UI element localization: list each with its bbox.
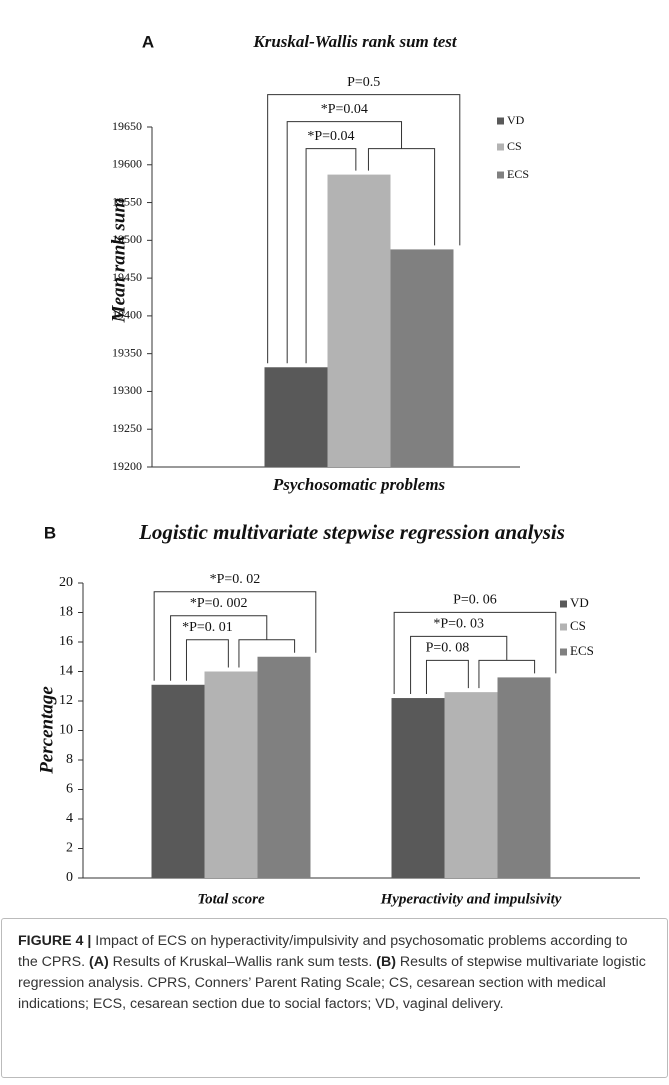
y-tick-label: 8: [66, 752, 73, 767]
annotation: P=0.5: [347, 75, 380, 90]
x-tick-label: Psychosomatic problems: [272, 475, 446, 494]
y-tick-label: 19650: [112, 119, 142, 133]
bracket: [267, 94, 461, 364]
annotation: *P=0. 03: [433, 617, 484, 632]
caption-text: FIGURE 4 |: [18, 933, 92, 949]
y-tick-label: 19550: [112, 194, 142, 208]
legend-label: VD: [507, 113, 525, 127]
y-axis-label: Percentage: [36, 686, 57, 775]
bar: [257, 656, 311, 878]
y-tick-label: 4: [66, 811, 73, 826]
caption-text: Impact of ECS on hyperactivity/impulsivi…: [18, 933, 628, 970]
legend-swatch: [560, 600, 567, 608]
caption-text: (B): [376, 954, 396, 970]
y-tick-label: 19600: [112, 157, 142, 171]
bracket: [286, 121, 403, 364]
legend-label: CS: [570, 618, 586, 633]
y-tick-label: 14: [59, 664, 73, 679]
legend-label: VD: [570, 595, 589, 610]
y-tick-label: 20: [59, 575, 73, 590]
legend-label: ECS: [570, 643, 594, 658]
bracket: [185, 639, 229, 681]
annotation: *P=0. 002: [190, 596, 248, 611]
annotation: *P=0. 01: [182, 620, 233, 635]
caption: FIGURE 4 | Impact of ECS on hyperactivit…: [1, 918, 668, 1078]
y-tick-label: 19300: [112, 383, 142, 397]
bracket: [305, 148, 357, 364]
y-tick-label: 0: [66, 870, 73, 885]
annotation: *P=0.04: [307, 129, 354, 144]
bar: [264, 367, 328, 467]
bracket: [153, 591, 317, 681]
bar: [151, 684, 205, 878]
caption-text: Results of Kruskal–Wallis rank sum tests…: [108, 954, 377, 970]
x-tick-label: Hyperactivity and impulsivity: [380, 891, 562, 907]
y-tick-label: 12: [59, 693, 73, 708]
caption-text: (A): [88, 954, 109, 970]
legend-label: CS: [507, 139, 522, 153]
chart-title: Logistic multivariate stepwise regressio…: [138, 520, 565, 544]
panel-label: B: [44, 523, 56, 542]
annotation: P=0. 08: [426, 641, 470, 656]
caption-text: Results of stepwise multivariate logisti…: [18, 954, 646, 1012]
y-tick-label: 19500: [112, 232, 142, 246]
y-tick-label: 2: [66, 841, 73, 856]
legend-swatch: [497, 171, 504, 179]
y-tick-label: 16: [59, 634, 73, 649]
x-tick-label: Total score: [197, 891, 265, 907]
bar: [497, 677, 551, 878]
y-tick-label: 19450: [112, 270, 142, 284]
bracket: [170, 615, 268, 681]
bar: [390, 249, 454, 467]
y-tick-label: 10: [59, 723, 73, 738]
bar: [327, 174, 391, 467]
legend-swatch: [497, 117, 504, 125]
bar: [204, 671, 258, 878]
legend-swatch: [560, 648, 567, 656]
legend-swatch: [497, 143, 504, 151]
figure: A Kruskal-Wallis rank sum test Mean rank s…: [36, 32, 640, 907]
y-axis-label: Mean rank sum: [108, 198, 129, 324]
legend-label: ECS: [507, 167, 529, 181]
legend-swatch: [560, 623, 567, 631]
y-tick-label: 6: [66, 782, 73, 797]
bracket: [393, 611, 557, 695]
chart-title: Kruskal-Wallis rank sum test: [252, 32, 458, 51]
panel-label: A: [142, 32, 154, 51]
y-tick-label: 19400: [112, 308, 142, 322]
annotation: *P=0. 02: [210, 572, 261, 587]
bar: [391, 698, 445, 878]
annotation: P=0. 06: [453, 593, 497, 608]
y-tick-label: 18: [59, 605, 73, 620]
bracket: [410, 635, 508, 695]
y-tick-label: 19200: [112, 459, 142, 473]
y-tick-label: 19350: [112, 345, 142, 359]
annotation: *P=0.04: [321, 102, 368, 117]
y-tick-label: 19250: [112, 421, 142, 435]
bracket: [425, 659, 469, 695]
bar: [444, 692, 498, 878]
